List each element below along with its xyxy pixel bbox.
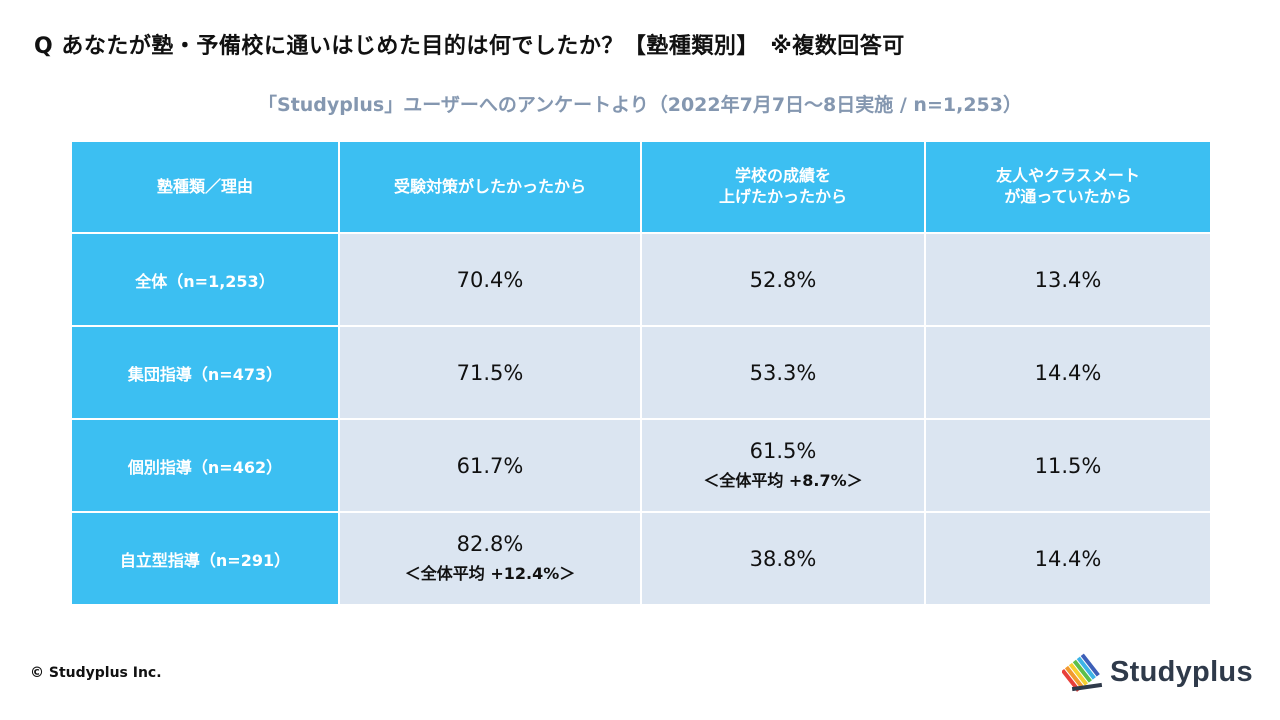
column-header-line: が通っていたから xyxy=(1004,187,1132,206)
column-header-exam-prep: 受験対策がしたかったから xyxy=(338,140,642,234)
highlight-note: ＜全体平均 +12.4%＞ xyxy=(404,563,576,583)
column-header-line: 友人やクラスメート xyxy=(996,166,1140,186)
table-cell: 11.5% xyxy=(924,418,1212,513)
table-cell: 53.3% xyxy=(640,325,926,420)
table-row-group: 集団指導（n=473） 71.5% 53.3% 14.4% xyxy=(70,325,1212,420)
results-table: 塾種類／理由 受験対策がしたかったから 学校の成績を 上げたかったから 友人やク… xyxy=(70,140,1212,606)
table-cell: 38.8% xyxy=(640,511,926,606)
highlight-value: 82.8% xyxy=(456,532,524,557)
survey-subtitle: 「Studyplus」ユーザーへのアンケートより（2022年7月7日〜8日実施 … xyxy=(258,94,1022,116)
table-row-self-study: 自立型指導（n=291） 82.8% ＜全体平均 +12.4%＞ 38.8% 1… xyxy=(70,511,1212,606)
question-title: Q あなたが塾・予備校に通いはじめた目的は何でしたか？【塾種類別】 ※複数回答可 xyxy=(34,34,905,59)
studyplus-logo-icon xyxy=(1062,653,1103,692)
highlight-note: ＜全体平均 +8.7%＞ xyxy=(703,470,863,490)
column-header-line: 学校の成績を xyxy=(734,166,831,186)
corner-header: 塾種類／理由 xyxy=(70,140,340,234)
copyright: © Studyplus Inc. xyxy=(30,665,162,681)
column-header-school-grades: 学校の成績を 上げたかったから xyxy=(640,140,926,234)
header-row: 塾種類／理由 受験対策がしたかったから 学校の成績を 上げたかったから 友人やク… xyxy=(70,140,1212,234)
highlight-value: 61.5% xyxy=(749,439,817,464)
row-label: 集団指導（n=473） xyxy=(70,325,340,420)
table-row-individual: 個別指導（n=462） 61.7% 61.5% ＜全体平均 +8.7%＞ 11.… xyxy=(70,418,1212,513)
row-label: 全体（n=1,253） xyxy=(70,232,340,327)
row-label: 個別指導（n=462） xyxy=(70,418,340,513)
table-cell: 14.4% xyxy=(924,325,1212,420)
studyplus-logo: Studyplus xyxy=(1062,652,1253,692)
table-cell: 70.4% xyxy=(338,232,642,327)
table-cell: 61.7% xyxy=(338,418,642,513)
table-row-overall: 全体（n=1,253） 70.4% 52.8% 13.4% xyxy=(70,232,1212,327)
column-header-line: 上げたかったから xyxy=(718,187,847,206)
column-header-friends: 友人やクラスメート が通っていたから xyxy=(924,140,1212,234)
table-cell: 13.4% xyxy=(924,232,1212,327)
table-cell-highlight: 61.5% ＜全体平均 +8.7%＞ xyxy=(640,418,926,513)
table-cell: 14.4% xyxy=(924,511,1212,606)
table-cell: 71.5% xyxy=(338,325,642,420)
logo-text: Studyplus xyxy=(1110,655,1253,688)
table-cell: 52.8% xyxy=(640,232,926,327)
column-header-line: 受験対策がしたかったから xyxy=(393,176,586,196)
table-cell-highlight: 82.8% ＜全体平均 +12.4%＞ xyxy=(338,511,642,606)
row-label: 自立型指導（n=291） xyxy=(70,511,340,606)
